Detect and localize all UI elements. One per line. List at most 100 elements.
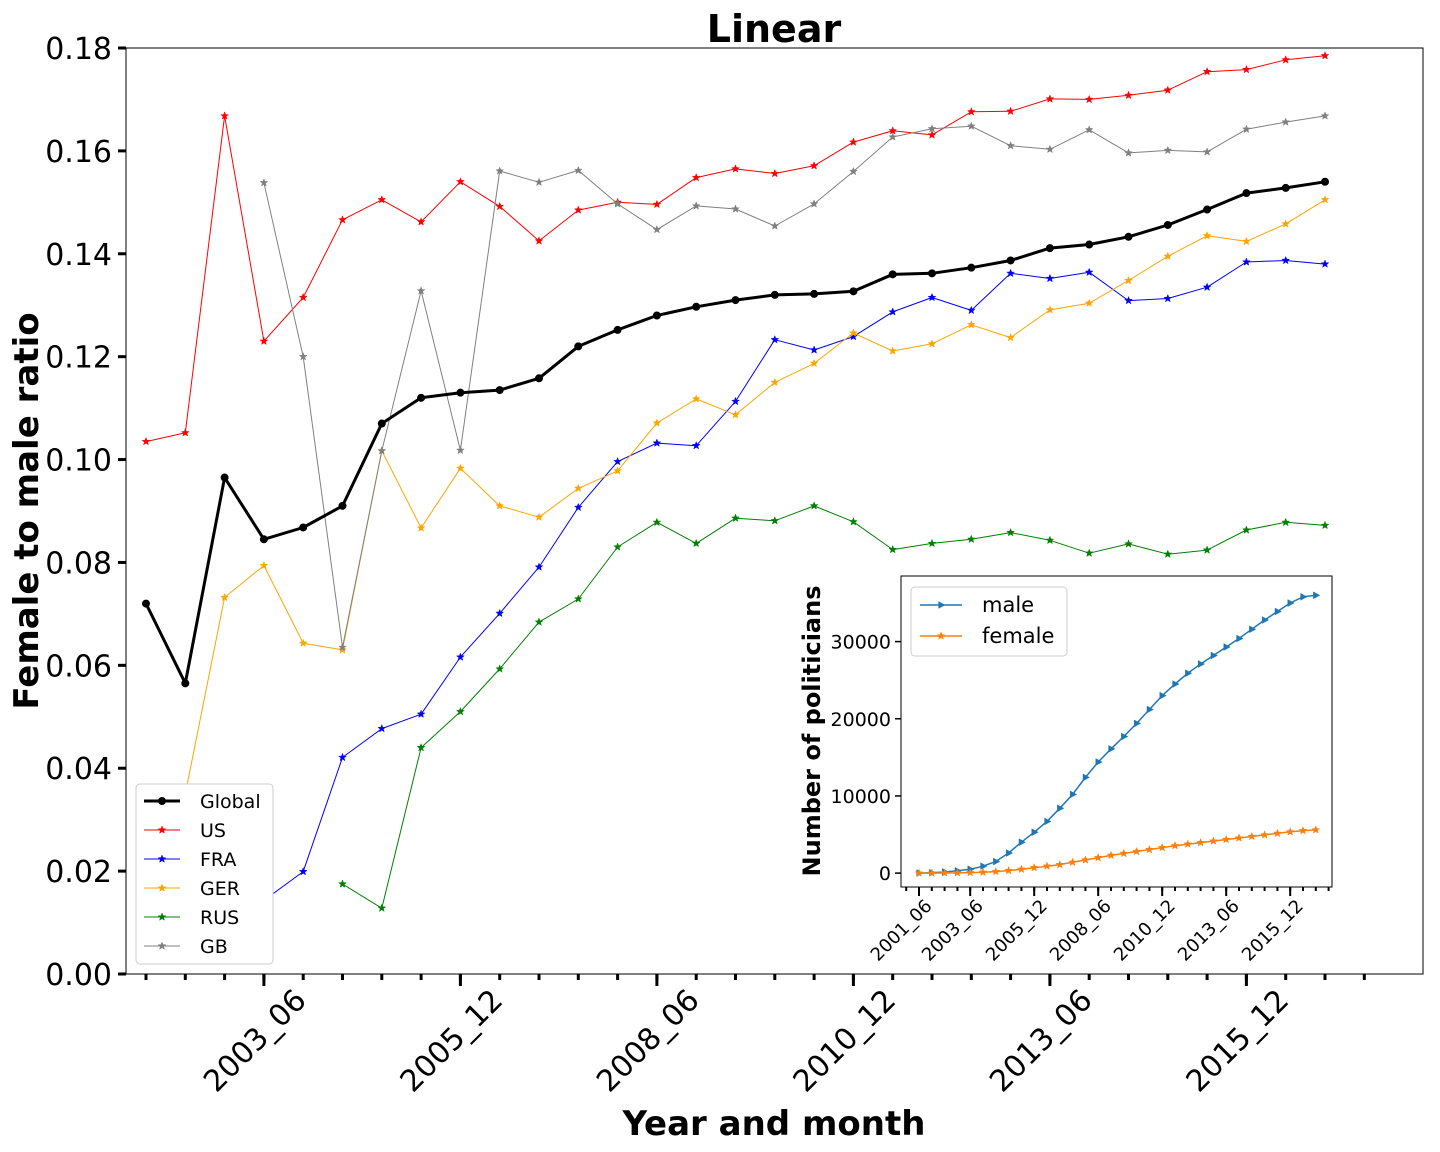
series-fra-point-27 [1202,282,1212,292]
inset-series-female-point-28 [1272,828,1282,838]
inset-series-female-point-24 [1221,834,1231,844]
series-us-point-23 [1045,94,1055,103]
series-ger-point-19 [888,346,898,355]
main-y-tick-label: 0.02 [45,855,112,890]
series-ger-point-10 [534,512,544,521]
series-rus-point-19 [888,544,898,554]
series-fra-point-28 [1241,257,1251,266]
series-fra-point-9 [495,608,505,618]
legend-ger-point-0 [157,883,167,892]
inset-series-female-point-16 [1119,848,1129,858]
inset-series-female-point-6 [991,866,1001,876]
series-fra-point-5 [337,752,348,762]
series-global-point-8 [456,388,465,397]
main-y-tick-label: 0.12 [45,341,112,376]
main-y-tick-label: 0.00 [45,958,112,993]
series-us-point-16 [770,168,780,178]
series-gb-point-29 [1281,117,1291,126]
inset-series-male-point-15 [1108,745,1116,753]
series-rus-point-7 [416,742,426,752]
inset-series-male-point-7 [1005,849,1014,857]
series-gb-line [263,115,1326,648]
series-gb-point-19 [888,132,898,141]
series-gb-point-18 [848,166,858,176]
series-gb-point-15 [730,204,741,213]
series-us-point-0 [141,436,151,446]
main-legend: Global US FRA GER RUS GB [135,783,274,965]
series-us-point-13 [652,199,662,209]
series-gb-point-12 [613,199,623,208]
inset-series-male-point-17 [1133,719,1142,728]
series-rus-point-16 [770,516,780,525]
series-us-point-29 [1281,55,1291,64]
main-y-tick-label: 0.18 [45,32,112,67]
inset-series-male-point-20 [1172,680,1180,688]
series-ger-point-11 [573,483,583,493]
inset-series-female-point-22 [1196,837,1206,847]
series-fra-line [263,260,1326,901]
inset-series-male-point-9 [1031,828,1039,837]
series-ger-point-13 [652,418,662,427]
series-us-point-30 [1320,50,1330,60]
inset-series-male-point-12 [1069,790,1078,799]
inset-series-male-point-6 [993,857,1001,866]
legend-global-marker [158,797,166,805]
series-rus-point-11 [573,594,583,603]
series-us-point-17 [809,161,819,170]
series-rus-point-26 [1163,549,1173,558]
inset-series-male-point-19 [1159,691,1167,700]
series-gb-point-14 [691,201,701,210]
inset-series-male-point-27 [1261,616,1270,624]
inset-series-female [914,825,1321,877]
main-chart-title: Linear [707,7,842,51]
main-legend-box [135,783,274,965]
series-gb-point-11 [573,165,583,175]
series-gb-point-6 [377,446,387,455]
series-fra-point-12 [613,456,623,466]
inset-y-tick-label: 0 [879,863,891,885]
series-global-point-24 [1085,240,1094,249]
series-gb-point-3 [259,178,269,187]
series-global-point-3 [259,535,268,544]
main-y-tick-label: 0.08 [45,546,112,581]
series-global [142,177,1329,688]
inset-legend-male-marker [938,601,946,609]
series-us-point-9 [495,201,505,211]
main-x-tick-label: 2008_06 [590,983,706,1099]
inset-series-male-point-30 [1300,593,1308,601]
series-us-point-7 [416,217,426,226]
series-global-point-4 [299,523,308,532]
series-global-point-14 [692,302,701,311]
inset-series-male-point-11 [1057,804,1065,813]
series-us-point-25 [1123,90,1134,100]
inset-legend-male-label: male [982,593,1034,617]
series-global-point-5 [338,501,347,510]
series-us-point-15 [731,164,740,173]
series-gb-point-26 [1163,145,1173,155]
inset-series-female-point-25 [1234,833,1244,842]
series-global-point-11 [574,342,583,351]
series-us-point-18 [848,137,858,146]
series-us-point-8 [455,177,465,186]
series-gb [259,111,1330,652]
series-us-point-27 [1202,67,1212,76]
series-global-point-20 [928,269,936,278]
inset-series-female-point-12 [1068,857,1078,867]
legend-gb-marker [157,941,167,950]
series-gb-point-7 [416,286,426,295]
series-ger-point-2 [220,592,230,602]
main-y-tick-label: 0.06 [45,649,112,684]
series-fra-point-23 [1045,273,1055,283]
series-ger-point-21 [966,320,976,329]
legend-us-marker [157,825,167,834]
series-ger-point-16 [770,377,780,387]
series-ger-point-9 [495,501,505,510]
series-rus-point-23 [1045,535,1055,545]
series-us-point-1 [180,428,190,437]
series-gb-point-23 [1045,144,1055,154]
main-y-tick-label: 0.04 [45,752,112,787]
series-ger-point-7 [416,523,426,532]
series-fra-point-26 [1163,293,1173,303]
inset-legend-female-label: female [982,624,1054,648]
series-global-point-9 [495,386,504,395]
